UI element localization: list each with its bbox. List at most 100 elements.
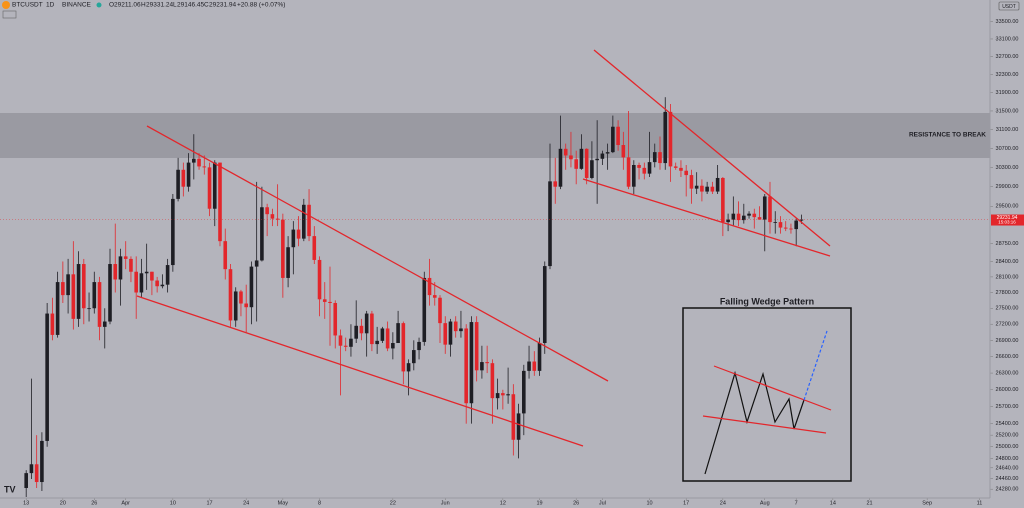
ohlc-label: O xyxy=(109,2,114,9)
x-tick-label: 10 xyxy=(170,500,176,506)
candle-body xyxy=(789,228,793,230)
candle-body xyxy=(97,282,102,327)
y-tick-label: 24640.00 xyxy=(996,465,1019,471)
y-tick-label: 32700.00 xyxy=(996,54,1019,60)
candle-body xyxy=(590,160,594,178)
y-tick-label: 31500.00 xyxy=(996,108,1019,114)
candle-body xyxy=(762,196,767,220)
inset-frame xyxy=(682,307,852,482)
candle-body xyxy=(773,222,778,223)
candle-body xyxy=(87,308,91,310)
x-tick-label: 21 xyxy=(866,500,872,506)
candle-body xyxy=(422,277,427,342)
collapse-button[interactable] xyxy=(2,10,17,19)
y-tick-label: 29900.00 xyxy=(996,184,1019,190)
resistance-zone xyxy=(0,113,990,158)
trendline xyxy=(593,49,831,247)
x-tick-label: Sep xyxy=(922,500,932,506)
candle-body xyxy=(55,282,60,335)
candle-body xyxy=(584,148,589,178)
candle-body xyxy=(123,256,128,259)
candle-body xyxy=(61,282,65,296)
ohlc-value: 29211.06 xyxy=(114,2,141,9)
candle-body xyxy=(29,464,34,474)
candle-body xyxy=(244,303,248,308)
candle-body xyxy=(296,229,301,239)
candle-body xyxy=(783,227,788,229)
x-tick-label: 22 xyxy=(390,500,396,506)
candle-body xyxy=(233,291,238,321)
x-tick-label: 24 xyxy=(720,500,726,506)
x-tick-label: 13 xyxy=(23,500,29,506)
candle-body xyxy=(448,321,453,345)
y-tick-label: 28750.00 xyxy=(996,241,1019,247)
candle-body xyxy=(380,328,385,341)
y-tick-label: 31900.00 xyxy=(996,90,1019,96)
candle-body xyxy=(92,282,97,309)
currency-box xyxy=(998,1,1020,11)
candle-body xyxy=(171,198,175,266)
candle-body xyxy=(212,162,217,209)
y-tick-label: 26900.00 xyxy=(996,338,1019,344)
candle-body xyxy=(658,152,662,164)
y-tick-label: 26300.00 xyxy=(996,371,1019,377)
candle-body xyxy=(76,264,81,319)
candle-body xyxy=(474,322,479,371)
candle-body xyxy=(736,213,741,221)
inset: Falling Wedge Pattern xyxy=(682,296,852,482)
trendlines xyxy=(136,49,831,447)
x-tick-label: 7 xyxy=(795,500,798,506)
candle-body xyxy=(569,155,573,160)
candle-body xyxy=(626,157,631,187)
candle-body xyxy=(82,264,86,309)
candle-body xyxy=(432,295,437,298)
y-tick-label: 27200.00 xyxy=(996,322,1019,328)
x-tick-label: 11 xyxy=(977,500,983,506)
y-tick-label: 27800.00 xyxy=(996,290,1019,296)
candle-body xyxy=(778,222,783,228)
candle-body xyxy=(663,111,668,164)
x-tick-label: 20 xyxy=(60,500,66,506)
candle-body xyxy=(642,167,647,174)
candle-body xyxy=(396,323,400,344)
x-tick-label: 10 xyxy=(646,500,652,506)
candle-body xyxy=(144,271,149,274)
y-tick-label: 32300.00 xyxy=(996,72,1019,78)
x-tick-label: Jul xyxy=(599,500,606,506)
candle-body xyxy=(239,291,243,304)
price-tag-value: 29231.94 xyxy=(997,215,1018,221)
candle-body xyxy=(118,256,123,280)
x-tick-label: May xyxy=(278,500,289,506)
candles xyxy=(24,97,804,497)
ohlc-value: 29331.24 xyxy=(146,2,173,9)
candle-body xyxy=(160,284,165,287)
candle-body xyxy=(24,473,28,488)
y-tick-label: 28100.00 xyxy=(996,274,1019,280)
candle-body xyxy=(370,313,374,345)
candle-body xyxy=(66,274,70,296)
candle-body xyxy=(359,325,364,334)
candle-body xyxy=(45,313,49,441)
y-tick-label: 24800.00 xyxy=(996,456,1019,462)
candle-body xyxy=(558,148,563,187)
x-tick-label: Jun xyxy=(441,500,450,506)
candle-body xyxy=(385,328,390,349)
ohlc-value: 29146.45 xyxy=(177,2,204,9)
y-tick-label: 33100.00 xyxy=(996,36,1019,42)
candle-body xyxy=(710,186,715,192)
candle-body xyxy=(181,169,186,187)
candle-body xyxy=(616,126,620,146)
candle-body xyxy=(506,394,510,396)
candle-body xyxy=(700,185,704,192)
candle-body xyxy=(207,167,212,209)
candle-body xyxy=(495,393,500,399)
candle-body xyxy=(186,162,191,187)
x-tick-label: 26 xyxy=(573,500,579,506)
x-tick-label: 26 xyxy=(91,500,97,506)
candle-body xyxy=(202,166,207,168)
ohlc-label: L xyxy=(173,2,177,9)
candle-body xyxy=(375,340,379,345)
candle-body xyxy=(747,213,751,216)
candle-body xyxy=(343,345,348,347)
